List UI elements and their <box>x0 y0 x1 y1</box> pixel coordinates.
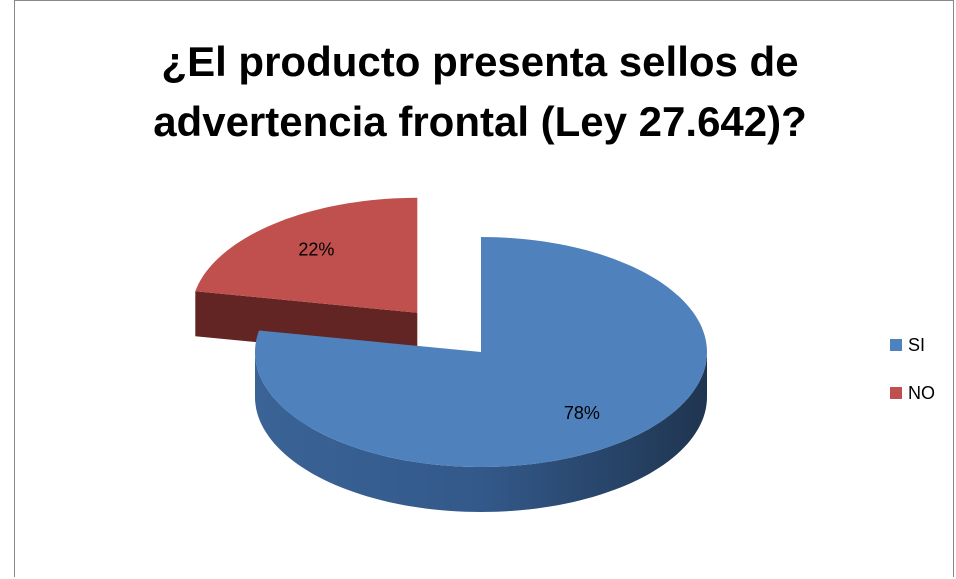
slice <box>195 197 418 313</box>
data-label: 22% <box>298 240 334 260</box>
chart-frame <box>14 0 954 577</box>
slice-side <box>255 352 707 512</box>
legend-label: NO <box>908 383 935 403</box>
chart-title: ¿El producto presenta sellos de adverten… <box>153 38 807 145</box>
data-label: 78% <box>564 403 600 423</box>
legend-swatch <box>890 387 902 399</box>
slice <box>255 237 707 467</box>
legend-label: SI <box>908 335 925 355</box>
legend-swatch <box>890 339 902 351</box>
